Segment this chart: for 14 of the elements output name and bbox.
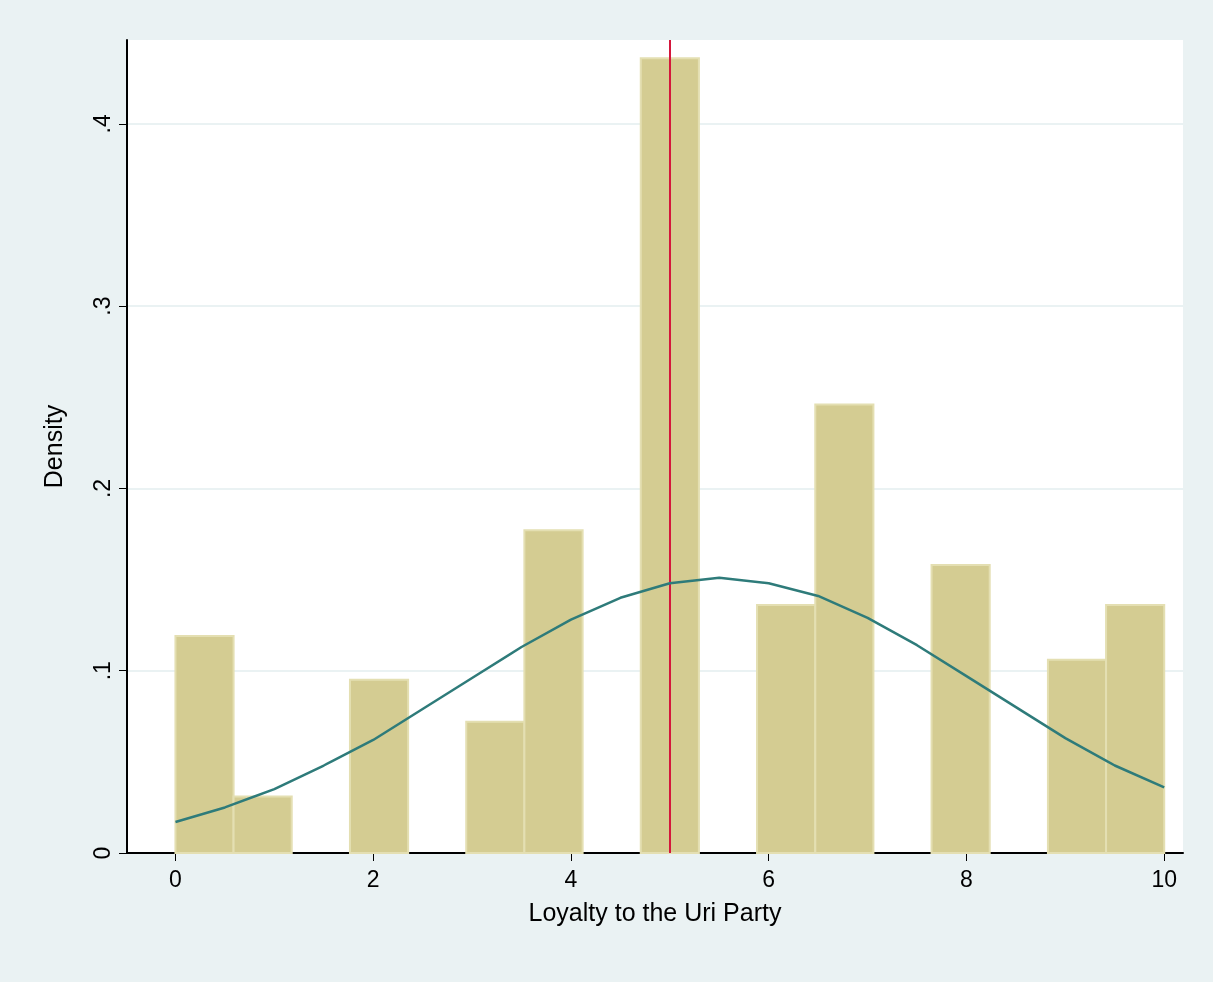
y-tick-label: .1 — [88, 661, 115, 681]
y-tick-label: .4 — [88, 114, 115, 134]
x-tick-label: 8 — [960, 865, 973, 892]
y-tick-label: .3 — [88, 296, 115, 316]
x-tick-label: 0 — [169, 865, 182, 892]
x-tick-label: 4 — [564, 865, 578, 892]
x-tick-label: 2 — [366, 865, 380, 892]
x-tick-label: 6 — [762, 865, 776, 892]
x-axis-title: Loyalty to the Uri Party — [528, 897, 782, 926]
line-series — [174, 576, 1166, 824]
x-tick-label: 10 — [1151, 865, 1178, 892]
y-tick-label: 0 — [88, 846, 115, 860]
y-tick-label: .2 — [88, 478, 115, 499]
y-axis-title: Density — [38, 404, 67, 489]
